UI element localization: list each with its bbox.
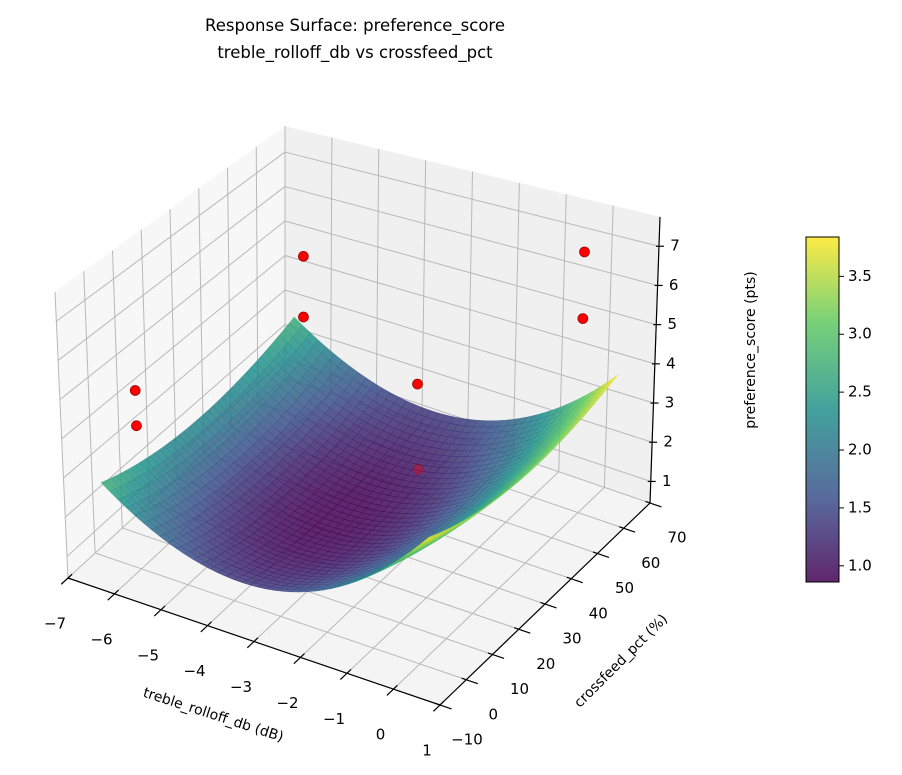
data-point [298, 311, 309, 323]
back-gridline-z [284, 289, 654, 404]
colorbar-gradient [805, 236, 840, 583]
back-gridline-z [284, 151, 660, 247]
data-point [412, 378, 423, 390]
data-point [131, 420, 142, 432]
y-axis-label: crossfeed_pct (%) [571, 611, 671, 711]
colorbar-tick-label: 3.0 [848, 325, 872, 343]
back-gridline-x [512, 182, 520, 457]
y-tick-label: 70 [667, 529, 686, 547]
x-tick-label: 0 [376, 726, 386, 744]
left-gridline-z [56, 151, 286, 322]
back-gridline-z [284, 255, 656, 365]
y-tick [566, 576, 583, 584]
x-tick-label: −6 [90, 630, 112, 648]
scatter-points [129, 246, 590, 475]
y-tick [618, 526, 636, 533]
colorbar-tick-label: 2.5 [848, 383, 872, 401]
x-tick-label: −1 [323, 710, 345, 728]
colorbar [805, 236, 844, 583]
x-tick [60, 573, 73, 585]
colorbar-tick-label: 2.0 [848, 441, 872, 459]
x-tick [386, 684, 398, 696]
colorbar-tick-label: 1.0 [848, 556, 872, 574]
y-tick-label: 20 [536, 655, 555, 673]
y-tick-label: 40 [589, 604, 608, 622]
y-tick-label: 50 [615, 579, 634, 597]
z-tick-label: 1 [662, 472, 672, 490]
response-surface [100, 316, 619, 593]
back-gridline-z [284, 186, 658, 286]
y-tick-label: 60 [641, 554, 660, 572]
y-tick [435, 702, 452, 710]
y-tick [461, 677, 479, 685]
back-gridline-x [467, 171, 473, 441]
tick-labels: −7−6−5−4−3−2−101−10010203040506070123456… [44, 237, 872, 760]
back-gridline-x [375, 148, 380, 410]
y-tick [645, 500, 662, 508]
back-gridline-x [603, 205, 614, 488]
data-point [577, 313, 589, 324]
data-point [579, 246, 590, 258]
x-tick [293, 653, 305, 665]
x-tick-label: −7 [44, 615, 66, 633]
back-gridline-z [284, 220, 657, 326]
x-tick [153, 605, 166, 617]
chart-title-line1: Response Surface: preference_score [205, 16, 505, 36]
x-tick [433, 700, 445, 712]
left-pane [55, 126, 285, 578]
colorbar-tick-label: 3.5 [848, 267, 872, 285]
data-point [412, 464, 424, 475]
surface-patch [420, 535, 434, 545]
x-axis-label: treble_rolloff_db (dB) [141, 685, 285, 746]
y-tick [487, 652, 505, 660]
colorbar-ticks [839, 275, 844, 567]
x-tick-label: −3 [230, 678, 252, 696]
left-gridline-y [227, 167, 232, 429]
x-tick [246, 637, 259, 649]
left-gridline-z [63, 289, 286, 479]
chart-title-line2: treble_rolloff_db vs crossfeed_pct [217, 43, 493, 63]
x-tick [107, 589, 119, 601]
z-tick-label: 2 [663, 433, 673, 451]
y-tick-label: 0 [488, 705, 498, 723]
floor-gridline-y [94, 552, 467, 681]
left-gridline-z [61, 255, 286, 440]
x-tick-label: −5 [137, 646, 159, 664]
left-gridline-y [169, 208, 177, 479]
z-tick-label: 7 [670, 237, 680, 255]
left-gridline-y [83, 271, 96, 554]
y-tick [592, 551, 610, 558]
y-tick-label: −10 [451, 731, 483, 749]
colorbar-tick-label: 1.5 [848, 498, 872, 516]
z-tick-label: 3 [665, 394, 675, 412]
back-gridline-z [284, 324, 653, 443]
z-tick-label: 6 [669, 276, 679, 294]
left-gridline-z [57, 186, 286, 361]
left-gridline-y [198, 188, 205, 454]
x-tick-label: 1 [422, 742, 432, 760]
y-tick-label: 30 [562, 630, 581, 648]
left-gridline-z [59, 220, 286, 401]
left-gridline-z [64, 324, 286, 518]
x-tick [339, 669, 352, 680]
z-tick-label: 5 [667, 315, 677, 333]
y-tick-label: 10 [510, 680, 529, 698]
z-axis-label: preference_score (pts) [743, 271, 759, 428]
data-point [129, 385, 141, 396]
x-tick [200, 621, 212, 633]
data-point [298, 250, 309, 262]
z-tick-label: 4 [666, 354, 676, 372]
x-tick-label: −4 [183, 662, 205, 680]
left-gridline-y [54, 291, 69, 579]
back-gridline-x [421, 160, 427, 425]
x-tick-label: −2 [276, 694, 298, 712]
z-axis-line [649, 216, 661, 504]
y-tick [540, 601, 557, 609]
y-tick [513, 627, 531, 634]
axis-lines [60, 216, 664, 712]
